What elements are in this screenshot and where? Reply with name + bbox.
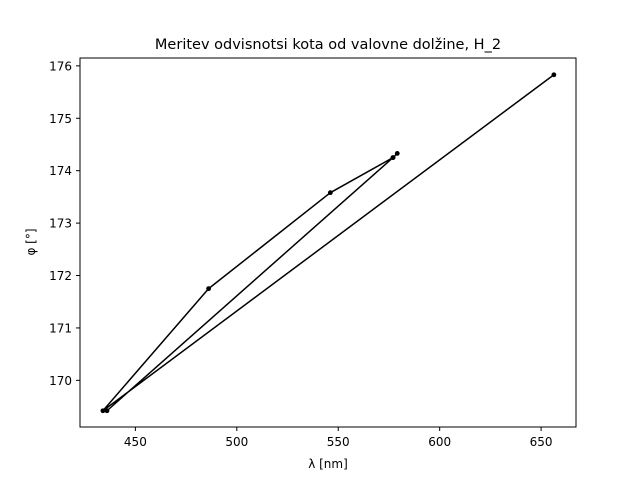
y-axis-label: φ [°] (24, 228, 38, 255)
y-tick-label-0: 170 (49, 374, 72, 388)
x-tick-label-1: 500 (225, 435, 248, 449)
data-point-0-7 (104, 408, 110, 414)
y-tick-label-2: 172 (49, 269, 72, 283)
y-tick-label-5: 175 (49, 112, 72, 126)
data-point-0-1 (100, 408, 106, 414)
y-tick-label-3: 173 (49, 217, 72, 231)
x-ticks: 450 500 550 600 650 (124, 427, 553, 449)
y-tick-label-4: 174 (49, 164, 72, 178)
series-layer (100, 72, 557, 414)
x-tick-label-2: 550 (327, 435, 350, 449)
x-tick-label-4: 650 (530, 435, 553, 449)
x-tick-label-0: 450 (124, 435, 147, 449)
x-tick-label-3: 600 (428, 435, 451, 449)
data-point-0-2 (206, 286, 212, 292)
chart-title: Meritev odvisnotsi kota od valovne dolži… (155, 37, 501, 53)
y-tick-label-6: 176 (49, 59, 72, 73)
y-ticks: 170 171 172 173 174 175 176 (49, 59, 80, 388)
data-point-0-3 (327, 190, 333, 196)
data-point-0-6 (390, 155, 396, 160)
plot-frame (79, 57, 577, 428)
data-point-0-5 (394, 150, 400, 156)
y-tick-label-1: 171 (49, 321, 72, 335)
data-point-0-0 (551, 72, 557, 78)
x-axis-label: λ [nm] (308, 457, 348, 471)
